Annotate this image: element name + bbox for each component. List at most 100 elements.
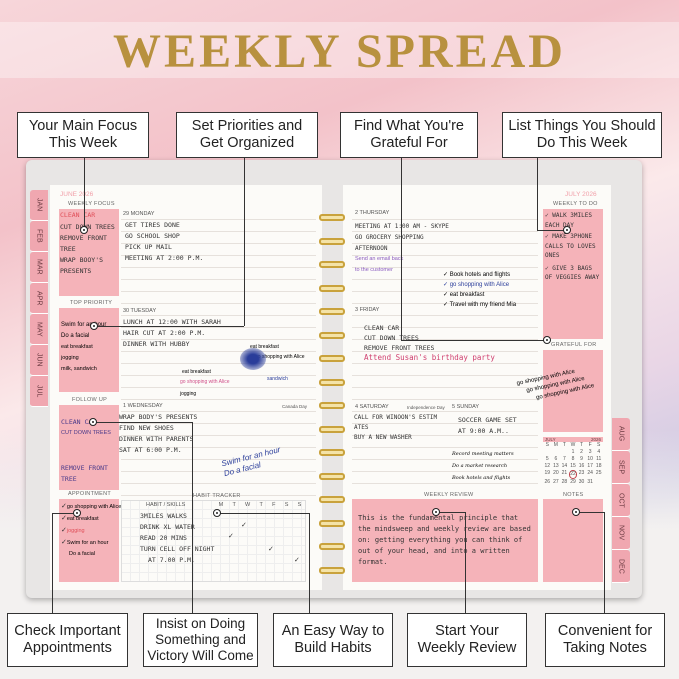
- tuesday-entries: LUNCH AT 12:00 WITH SARAH HAIR CUT AT 2:…: [123, 317, 221, 350]
- entry: MEETING AT 2:00 P.M.: [125, 254, 204, 262]
- leader-line: [436, 512, 465, 513]
- weekly-todo-label: WEEKLY TO DO: [553, 201, 598, 207]
- entry: CALL FOR WINOON'S ESTIM: [354, 414, 438, 421]
- leader-line: [465, 512, 466, 614]
- calendar-weekday: T: [580, 442, 584, 448]
- daily-lines: [121, 208, 316, 498]
- entry: PICK UP MAIL: [125, 243, 172, 251]
- calendar-day: 7: [563, 456, 566, 462]
- tab-month-mar[interactable]: MAR: [30, 252, 48, 283]
- calendar-blank: [552, 449, 561, 456]
- sunday-notes: Record meeting matters Do a market resea…: [452, 448, 514, 484]
- checklist-item: Book hotels and flights: [449, 272, 511, 278]
- appointment-label: APPOINTMENT: [68, 491, 112, 497]
- tab-month-apr[interactable]: APR: [30, 283, 48, 314]
- highlight-entry: Attend Susan's birthday party: [364, 353, 495, 362]
- friday-entries: CLEAN CAR CUT DOWN TREES REMOVE FRONT TR…: [364, 323, 495, 363]
- check-icon: ✓: [268, 546, 274, 553]
- leader-line: [537, 158, 538, 230]
- habit-day-header: T: [259, 502, 263, 508]
- follow-up-item: CLEAN CAR: [61, 418, 97, 426]
- appointment-item: Swim for an hour: [66, 540, 109, 546]
- calendar-weekday: W: [570, 442, 576, 448]
- spiral-ring: [319, 496, 345, 503]
- tab-month-nov[interactable]: NOV: [612, 517, 630, 550]
- calendar-day: 23: [578, 470, 585, 476]
- entry: SAT AT 6:00 P.M.: [119, 446, 182, 454]
- marker-dot: [543, 336, 551, 344]
- tab-month-feb[interactable]: FEB: [30, 221, 48, 252]
- habit: AT 7.00 P.M.: [148, 556, 195, 564]
- calendar-day: 8: [571, 456, 575, 462]
- check-icon: ✓: [61, 539, 67, 546]
- appointment-item: jogging: [66, 528, 85, 534]
- appointment-item: Do a facial: [69, 551, 95, 557]
- calendar-day: 10: [587, 456, 593, 462]
- leader-line: [401, 158, 402, 340]
- todo-item: GIVE 3 BAGS OF VEGGIES AWAY: [545, 264, 600, 282]
- entry: DINNER WITH HUBBY: [123, 340, 190, 348]
- spiral-ring: [319, 355, 345, 362]
- leader-line: [309, 513, 310, 614]
- follow-up-item: REMOVE FRONT TREE: [61, 464, 108, 483]
- spiral-ring: [319, 566, 345, 574]
- note: sandwich: [267, 376, 288, 382]
- calendar-day: 17: [587, 463, 593, 469]
- note: eat breakfast: [182, 369, 211, 375]
- check-icon: ✓: [61, 515, 67, 522]
- tab-month-sep[interactable]: SEP: [612, 451, 630, 484]
- entry: WRAP BODY'S PRESENTS: [119, 413, 198, 421]
- tab-month-oct[interactable]: OCT: [612, 484, 630, 517]
- tab-month-jul[interactable]: JUL: [30, 376, 48, 407]
- entry: LUNCH AT 12:00 WITH SARAH: [123, 318, 221, 326]
- appointment-item: go shopping with Alice: [66, 504, 122, 510]
- day-label-tuesday: 30 TUESDAY: [123, 308, 157, 314]
- note: to the customer: [355, 267, 393, 273]
- priority-item: Do a facial: [61, 333, 90, 339]
- callout-main-focus: Your Main Focus This Week: [17, 112, 149, 158]
- day-label-friday: 3 FRIDAY: [355, 307, 380, 313]
- callout-appointments: Check Important Appointments: [7, 613, 128, 667]
- callout-notes: Convenient for Taking Notes: [545, 613, 665, 667]
- leader-line: [84, 158, 85, 228]
- entry: AFTERNOON: [355, 245, 388, 252]
- spiral-ring: [319, 543, 345, 550]
- callout-priorities: Set Priorities and Get Organized: [176, 112, 318, 158]
- entry: GO SCHOOL SHOP: [125, 232, 180, 240]
- tab-month-jan[interactable]: JAN: [30, 190, 48, 221]
- checklist-item: Travel with my friend Mia: [449, 302, 517, 308]
- month-label: JULY 2026: [565, 191, 597, 198]
- tab-month-aug[interactable]: AUG: [612, 418, 630, 451]
- leader-line: [604, 512, 605, 614]
- check-icon: ✓: [228, 533, 234, 540]
- top-priority-box: Swim for an hour Do a facial eat breakfa…: [59, 308, 119, 392]
- leader-line: [244, 158, 245, 326]
- note: go shopping with Alice: [180, 379, 230, 385]
- calendar-day: 18: [595, 463, 602, 469]
- calendar-day: 6: [554, 456, 558, 462]
- follow-up-item: CUT DOWN TREES: [61, 430, 111, 436]
- tab-month-dec[interactable]: DEC: [612, 550, 630, 583]
- weekly-review-text: This is the fundamental principle that t…: [358, 514, 531, 566]
- note: Record meeting matters: [452, 451, 514, 457]
- tab-month-may[interactable]: MAY: [30, 314, 48, 345]
- calendar-day: 27: [553, 479, 559, 485]
- calendar-weekday: T: [562, 442, 566, 448]
- weekly-focus-label: WEEKLY FOCUS: [68, 201, 115, 207]
- habit-day-header: F: [272, 502, 276, 508]
- leader-line: [537, 230, 565, 231]
- habit: 3MILES WALKS: [140, 512, 187, 520]
- day-label-monday: 29 MONDAY: [123, 211, 155, 217]
- notes-label: NOTES: [563, 492, 584, 498]
- calendar-blank: [543, 449, 552, 456]
- grateful-for-label: GRATEFUL FOR: [551, 342, 597, 348]
- calendar-day: 22: [568, 470, 578, 479]
- note: jogging: [180, 391, 197, 397]
- weekly-todo-box: ✓ WALK 3MILES EACH DAY ✓ MAKE 3PHONE CAL…: [543, 209, 603, 339]
- tab-month-jun[interactable]: JUN: [30, 345, 48, 376]
- day-label-sunday: 5 SUNDAY: [452, 404, 480, 410]
- priority-item: jogging: [61, 355, 79, 361]
- scribble: [240, 348, 266, 370]
- thursday-checklist: ✓ Book hotels and flights ✓ go shopping …: [443, 272, 517, 308]
- mini-calendar: JULY 2026 S M T W T F S 1 2 3 4 5 6 7 8 9 10 11 12 13 14 15 16 1…: [543, 437, 603, 487]
